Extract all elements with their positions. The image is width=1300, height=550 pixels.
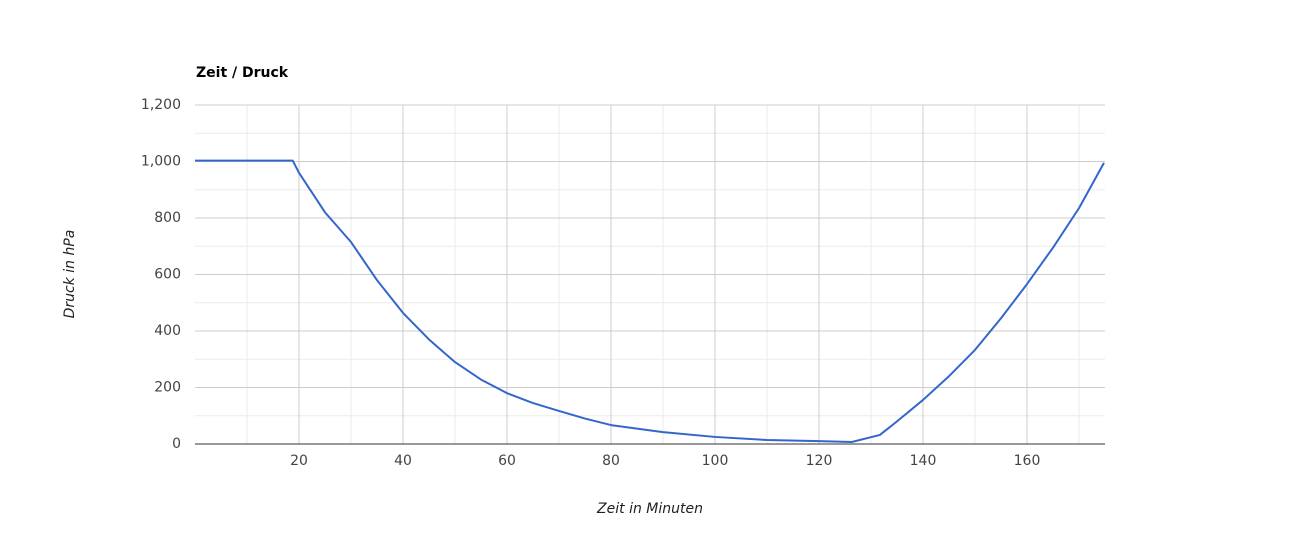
x-tick-label: 20 (290, 453, 308, 469)
data-line (195, 159, 1105, 444)
x-axis-title: Zeit in Minuten (596, 501, 703, 517)
y-tick-label: 1,000 (141, 154, 181, 170)
x-tick-label: 120 (806, 453, 833, 469)
y-tick-label: 600 (154, 267, 181, 283)
x-tick-label: 60 (498, 453, 516, 469)
y-tick-label: 200 (154, 380, 181, 396)
x-tick-label: 140 (910, 453, 937, 469)
y-tick-label: 0 (172, 436, 181, 452)
y-tick-label: 800 (154, 210, 181, 226)
y-tick-label: 400 (154, 323, 181, 339)
y-tick-label: 1,200 (141, 97, 181, 113)
x-tick-label: 160 (1014, 453, 1041, 469)
y-axis-title: Druck in hPa (62, 230, 78, 319)
x-tick-label: 80 (602, 453, 620, 469)
chart-title: Zeit / Druck (196, 65, 289, 81)
x-tick-label: 40 (394, 453, 412, 469)
x-tick-label: 100 (702, 453, 729, 469)
